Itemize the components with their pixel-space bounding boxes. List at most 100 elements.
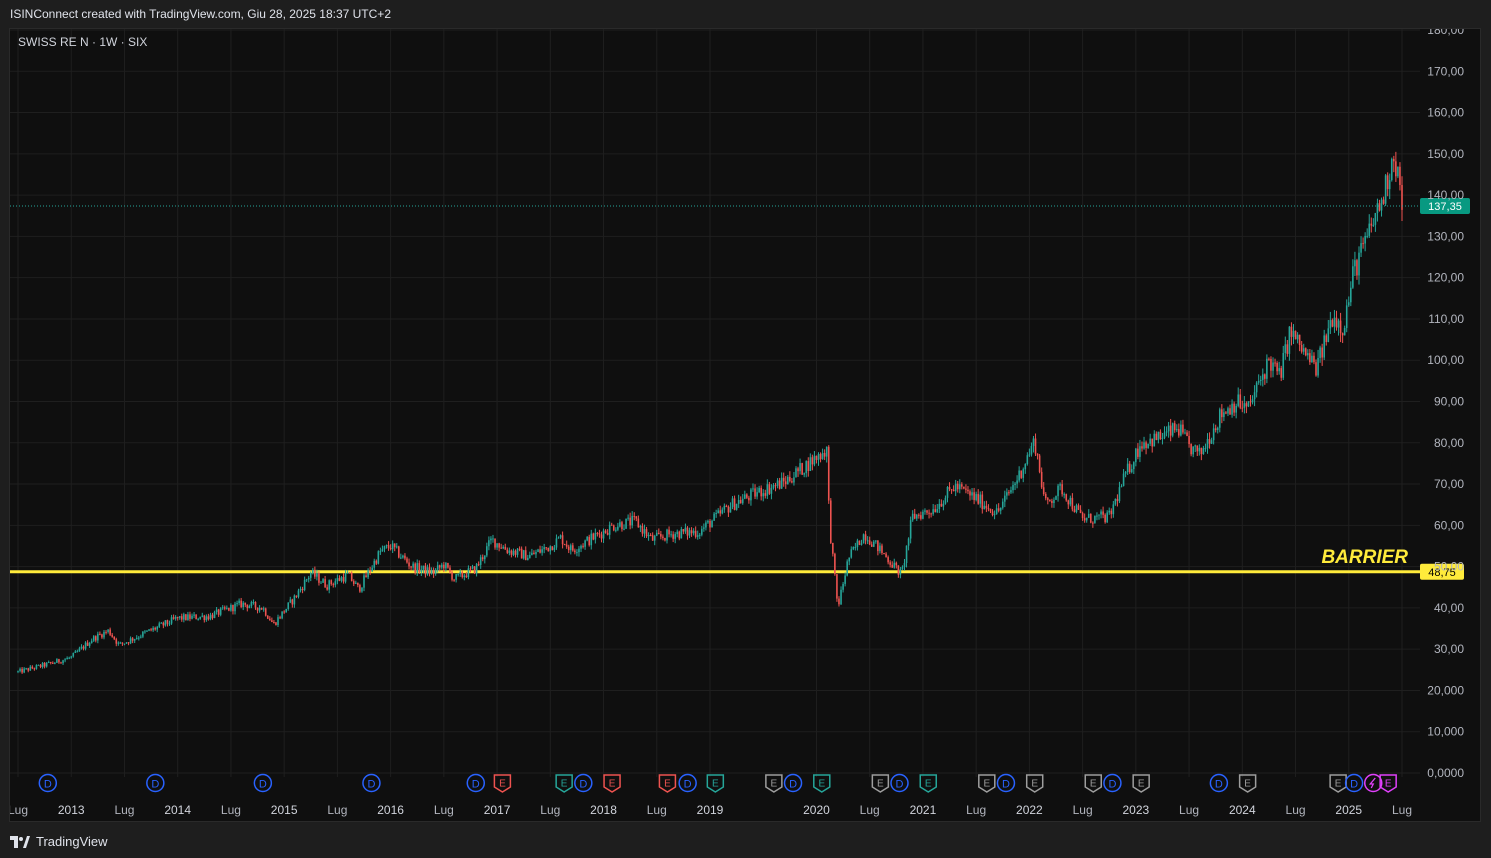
candle-body bbox=[1341, 333, 1344, 336]
candle-body bbox=[447, 563, 449, 568]
earnings-marker-label: E bbox=[818, 779, 825, 790]
time-tick-label: Lug bbox=[327, 803, 347, 817]
earnings-marker-icon[interactable] bbox=[978, 774, 996, 793]
dividend-marker-icon[interactable] bbox=[1209, 773, 1229, 793]
candle-body bbox=[420, 569, 423, 573]
candle-body bbox=[1212, 428, 1215, 441]
price-tick-label: 150,00 bbox=[1427, 147, 1464, 161]
candle-body bbox=[698, 534, 701, 536]
earnings-marker-icon[interactable] bbox=[658, 774, 677, 793]
candle-body bbox=[1120, 486, 1123, 488]
candle-body bbox=[1178, 429, 1180, 436]
earnings-marker-icon[interactable] bbox=[1025, 774, 1044, 793]
candle-body bbox=[346, 572, 349, 574]
price-tick-label: 140,00 bbox=[1427, 188, 1464, 202]
earnings-marker-icon[interactable] bbox=[1379, 774, 1397, 793]
dividend-marker-icon[interactable] bbox=[466, 773, 486, 793]
earnings-marker-icon[interactable] bbox=[1238, 774, 1257, 793]
candle-body bbox=[770, 487, 773, 494]
candle-body bbox=[946, 487, 949, 498]
candle-body bbox=[1395, 161, 1397, 177]
dividend-marker-icon[interactable] bbox=[678, 773, 697, 793]
earnings-marker-icon[interactable] bbox=[555, 774, 573, 793]
candle-body bbox=[1376, 203, 1379, 214]
split-marker-icon[interactable] bbox=[1364, 773, 1383, 793]
earnings-marker-icon[interactable] bbox=[765, 774, 783, 793]
candle-body bbox=[1030, 446, 1033, 455]
candle-body bbox=[529, 554, 531, 558]
dividend-marker-icon[interactable] bbox=[1103, 773, 1122, 793]
candle-body bbox=[35, 665, 38, 669]
candle-body bbox=[750, 489, 752, 501]
earnings-marker-icon[interactable] bbox=[603, 774, 621, 793]
earnings-marker-icon[interactable] bbox=[871, 774, 890, 793]
dividend-marker-icon[interactable] bbox=[1344, 773, 1364, 793]
candle-body bbox=[1304, 348, 1307, 356]
candle-body bbox=[125, 642, 128, 644]
dividend-marker-icon[interactable] bbox=[574, 773, 593, 793]
price-tick-label: 160,00 bbox=[1427, 106, 1464, 120]
candle-body bbox=[41, 662, 44, 668]
candle-body bbox=[1307, 353, 1309, 356]
candle-body bbox=[1214, 428, 1217, 431]
tradingview-logo-icon[interactable] bbox=[10, 836, 30, 848]
dividend-marker-icon[interactable] bbox=[146, 773, 165, 793]
candle-body bbox=[1130, 469, 1133, 473]
chart-panel[interactable]: BARRIER 48,75 137,35 180,00 170,00 160,00 15… bbox=[9, 28, 1481, 822]
dividend-marker-icon[interactable] bbox=[890, 773, 909, 793]
candle-body bbox=[219, 608, 222, 615]
price-axis[interactable]: 180,00 170,00 160,00 150,00 140,00 130,00 120,… bbox=[1427, 29, 1464, 780]
candle-body bbox=[756, 492, 758, 497]
candle-body bbox=[176, 616, 179, 618]
price-chart[interactable]: BARRIER 48,75 137,35 180,00 170,00 160,00 15… bbox=[10, 29, 1480, 821]
candle-body bbox=[844, 575, 846, 584]
candle-body bbox=[965, 488, 967, 490]
dividend-marker-icon[interactable] bbox=[783, 773, 803, 793]
earnings-marker-icon[interactable] bbox=[706, 774, 725, 793]
candle-body bbox=[1386, 175, 1389, 190]
candle-body bbox=[508, 550, 511, 553]
earnings-marker-icon[interactable] bbox=[813, 774, 831, 793]
dividend-marker-icon[interactable] bbox=[253, 773, 273, 793]
candle-body bbox=[764, 493, 767, 496]
candle-body bbox=[1104, 514, 1106, 523]
dividend-marker-icon[interactable] bbox=[38, 773, 58, 793]
candle-body bbox=[744, 494, 746, 499]
candle-body bbox=[516, 548, 519, 555]
time-tick-label: 2021 bbox=[910, 803, 937, 817]
time-axis[interactable]: Lug 2013 Lug 2014 Lug 2015 Lug 2016 Lug 2017 Lug 20… bbox=[10, 803, 1412, 817]
earnings-marker-icon[interactable] bbox=[1132, 774, 1150, 793]
earnings-marker-label: E bbox=[1335, 779, 1342, 790]
candle-body bbox=[289, 599, 292, 603]
candle-body bbox=[1237, 394, 1240, 406]
candle-body bbox=[1036, 453, 1039, 456]
earnings-marker-label: E bbox=[983, 779, 990, 790]
dividend-marker-icon[interactable] bbox=[996, 773, 1016, 793]
candle-body bbox=[1255, 382, 1258, 393]
earnings-marker-icon[interactable] bbox=[919, 774, 937, 793]
candle-body bbox=[559, 535, 562, 538]
candle-body bbox=[398, 546, 400, 558]
candle-body bbox=[1155, 433, 1158, 440]
candle-body bbox=[821, 452, 824, 460]
candle-body bbox=[1218, 409, 1221, 428]
tradingview-brand[interactable]: TradingView bbox=[36, 834, 108, 849]
candle-body bbox=[623, 528, 625, 530]
time-tick-label: Lug bbox=[540, 803, 560, 817]
candle-body bbox=[762, 493, 765, 497]
candle-body bbox=[1374, 213, 1377, 225]
candle-body bbox=[795, 468, 797, 478]
price-tick-label: 130,00 bbox=[1427, 229, 1464, 243]
candle-body bbox=[318, 573, 320, 583]
candle-body bbox=[31, 666, 34, 669]
candle-body bbox=[1163, 432, 1166, 438]
earnings-marker-icon[interactable] bbox=[493, 774, 512, 793]
dividend-marker-icon[interactable] bbox=[362, 773, 381, 793]
earnings-marker-icon[interactable] bbox=[1329, 774, 1347, 793]
candle-body bbox=[1028, 454, 1031, 456]
candle-body bbox=[506, 549, 509, 553]
candle-body bbox=[862, 534, 865, 544]
earnings-marker-icon[interactable] bbox=[1084, 774, 1103, 793]
candle-body bbox=[739, 500, 742, 504]
candle-body bbox=[674, 534, 676, 539]
